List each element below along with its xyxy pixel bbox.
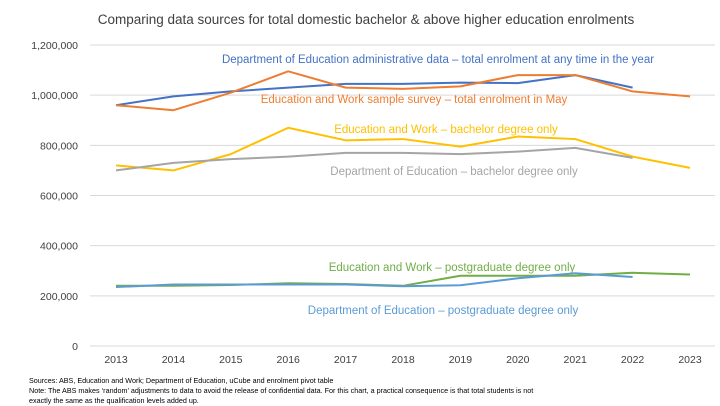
series-label-5: Department of Education – postgraduate d…	[308, 305, 579, 317]
series-line-5	[115, 272, 633, 289]
series-line-0	[115, 74, 633, 107]
y-tick-label: 1,200,000	[31, 40, 78, 52]
x-tick-label: 2015	[219, 354, 243, 366]
y-tick-label: 0	[72, 341, 78, 353]
x-tick-label: 2020	[506, 354, 530, 366]
x-tick-label: 2013	[104, 354, 128, 366]
note-line-2: exactly the same as the qualification le…	[29, 396, 199, 405]
sources-note: Sources: ABS, Education and Work; Depart…	[29, 376, 334, 385]
series-line-3	[115, 146, 633, 172]
x-tick-label: 2014	[162, 354, 186, 366]
series-label-4: Education and Work – postgraduate degree…	[329, 262, 576, 274]
series-label-2: Education and Work – bachelor degree onl…	[334, 124, 558, 136]
y-tick-label: 800,000	[40, 140, 78, 152]
series-label-0: Department of Education administrative d…	[222, 54, 654, 66]
note-line-1: Note: The ABS makes ‘random’ adjustments…	[29, 386, 534, 395]
chart-title: Comparing data sources for total domesti…	[98, 12, 635, 27]
x-tick-label: 2021	[564, 354, 588, 366]
x-tick-label: 2016	[277, 354, 301, 366]
y-tick-label: 200,000	[40, 291, 78, 303]
x-tick-label: 2017	[334, 354, 358, 366]
x-tick-label: 2022	[621, 354, 645, 366]
series-label-3: Department of Education – bachelor degre…	[330, 166, 578, 178]
y-tick-label: 1,000,000	[31, 90, 78, 102]
x-tick-label: 2018	[391, 354, 415, 366]
x-tick-label: 2023	[678, 354, 702, 366]
x-tick-label: 2019	[449, 354, 473, 366]
series-line-1	[115, 70, 691, 112]
y-tick-label: 400,000	[40, 241, 78, 253]
series-label-1: Education and Work sample survey – total…	[261, 94, 568, 106]
y-tick-label: 600,000	[40, 191, 78, 203]
